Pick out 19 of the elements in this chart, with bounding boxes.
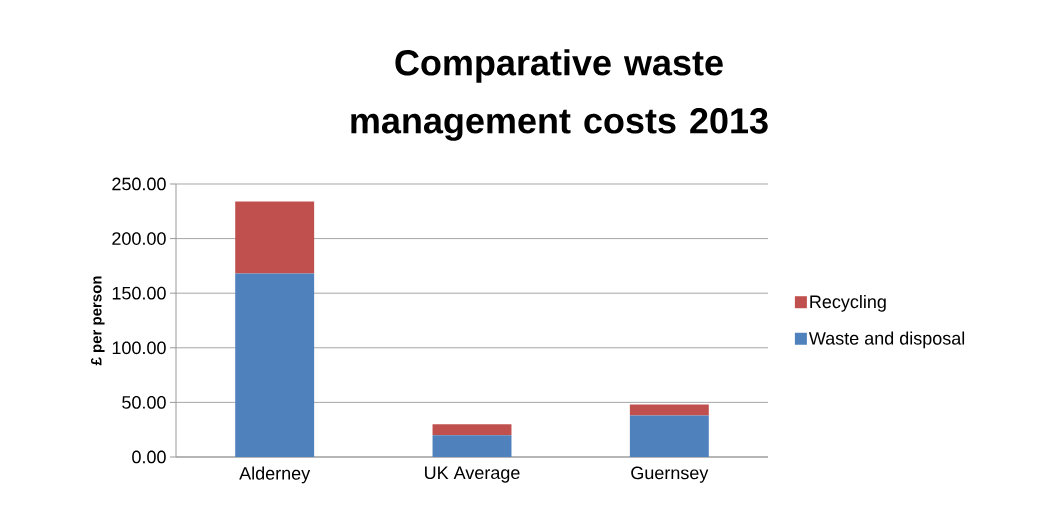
bar (629, 404, 709, 416)
x-tick-label: Alderney (239, 466, 311, 484)
x-tick-label: UK Average (425, 466, 520, 483)
chart-title: Comparative waste management costs 2013 (351, 49, 768, 141)
y-tick-label: 150.00 (112, 286, 166, 300)
bar (432, 435, 512, 457)
legend-label: Recycling (810, 294, 886, 312)
legend-label: Waste and disposal (808, 331, 965, 349)
bar (629, 415, 709, 457)
bar (432, 424, 512, 436)
bar (235, 201, 315, 274)
y-axis-title: £ per person (90, 276, 105, 366)
bar (235, 273, 315, 457)
y-tick-label: 200.00 (112, 232, 166, 245)
x-tick-label: Guernsey (631, 466, 709, 483)
y-tick-label: 100.00 (112, 341, 166, 355)
y-tick-label: 250.00 (112, 177, 166, 191)
y-tick-label: 50.00 (122, 396, 166, 409)
y-tick-label: 0.00 (132, 450, 166, 464)
